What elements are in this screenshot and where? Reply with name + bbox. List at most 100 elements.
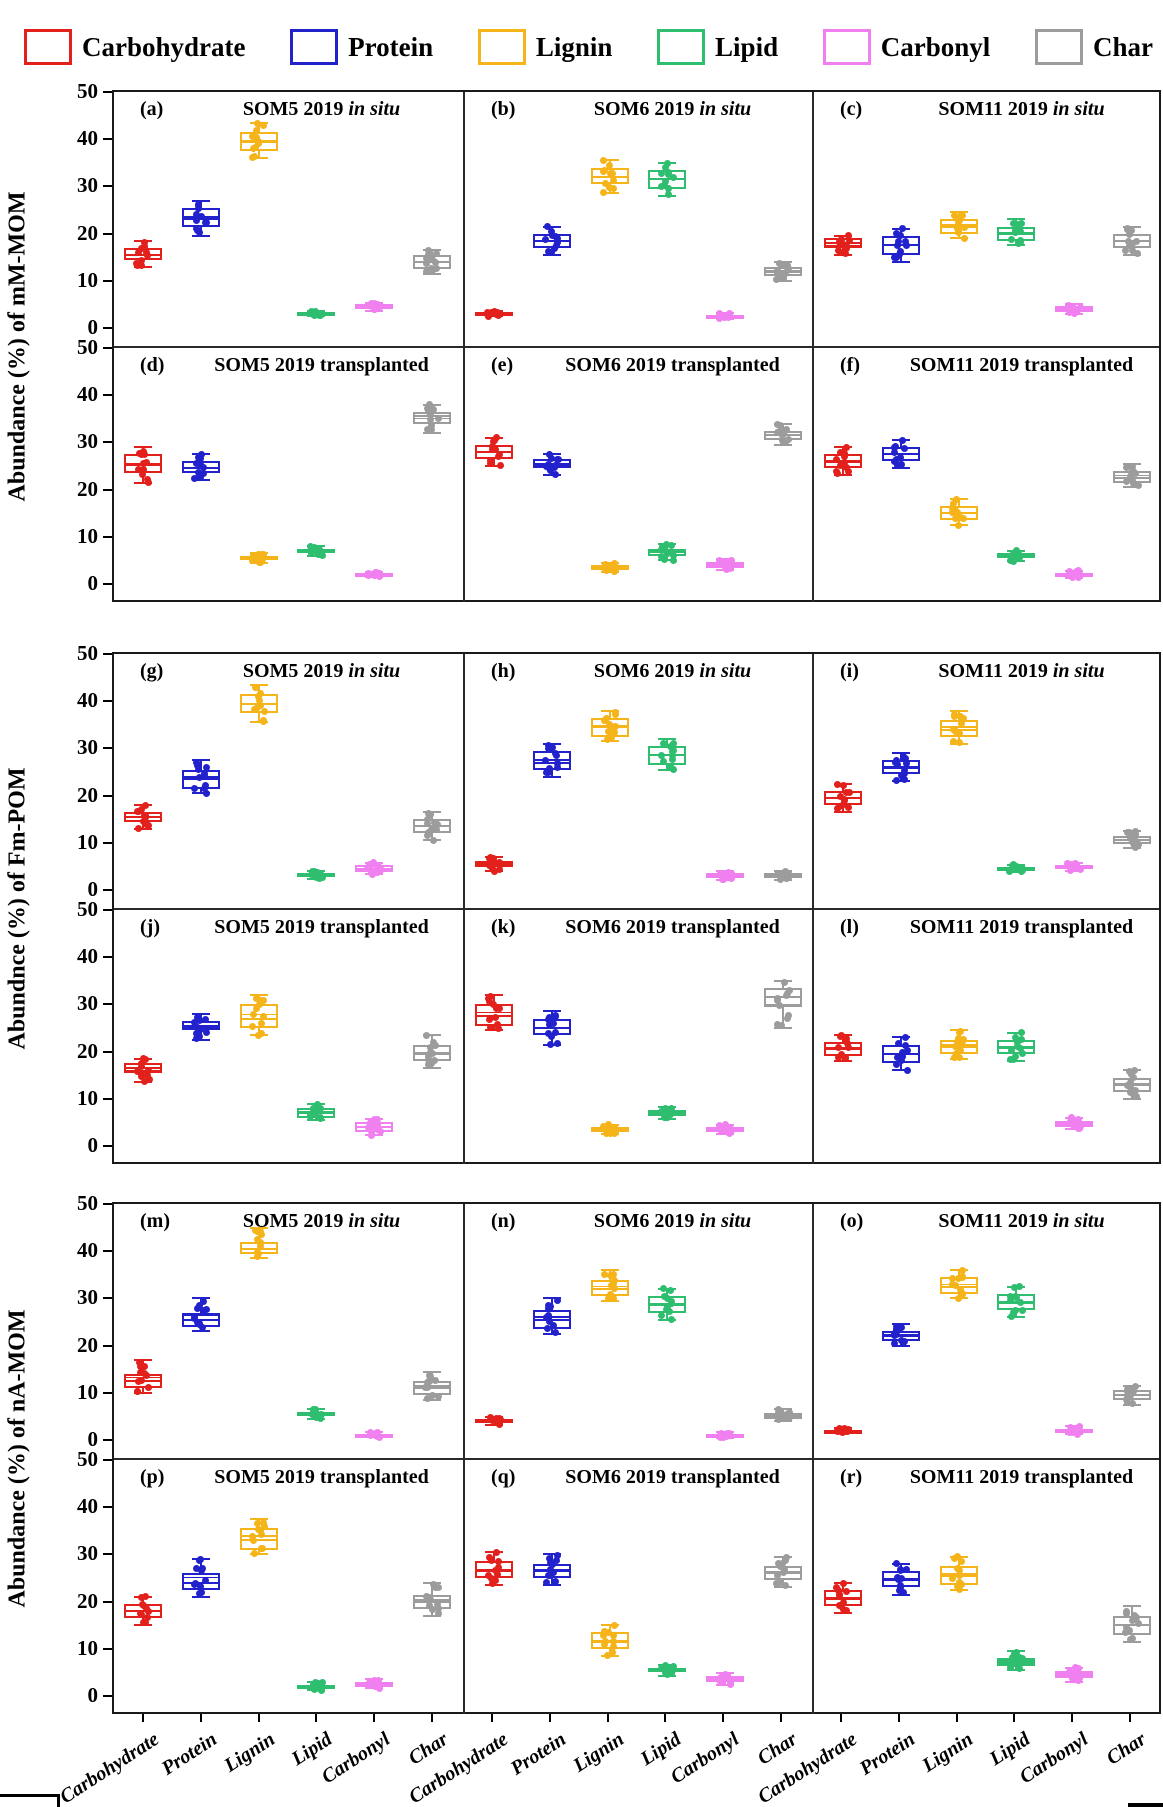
- x-tick-mark: [839, 1714, 842, 1722]
- data-point: [494, 1571, 502, 1579]
- data-point: [897, 1575, 905, 1583]
- data-point: [952, 1049, 960, 1057]
- y-tick-label: 20: [77, 782, 98, 807]
- legend-label: Carbohydrate: [82, 31, 246, 62]
- data-point: [842, 463, 850, 471]
- whisker-line: [841, 805, 844, 813]
- data-point: [727, 562, 735, 570]
- data-point: [837, 1051, 845, 1059]
- mean-line: [764, 1004, 803, 1006]
- whisker-cap: [191, 1595, 210, 1598]
- data-point: [1123, 224, 1131, 232]
- data-point: [551, 1013, 559, 1021]
- y-tick-label: 30: [77, 735, 98, 760]
- data-point: [260, 1519, 268, 1527]
- panels-grid: (g) SOM5 2019 in situ (h) SOM6 2019 in situ…: [112, 652, 1161, 1164]
- data-point: [670, 1662, 678, 1670]
- data-point: [545, 1554, 553, 1562]
- protein-swatch-icon: [290, 29, 339, 65]
- data-point: [948, 1575, 956, 1583]
- data-point: [897, 1057, 905, 1065]
- data-point: [601, 179, 609, 187]
- data-point: [135, 825, 143, 833]
- whisker-cap: [1065, 1128, 1084, 1131]
- data-point: [1019, 1050, 1027, 1058]
- data-point: [545, 1014, 553, 1022]
- data-point: [424, 816, 432, 824]
- data-point: [1015, 1283, 1023, 1291]
- whisker-cap: [833, 474, 852, 477]
- data-point: [667, 1286, 675, 1294]
- data-point: [956, 1046, 964, 1054]
- data-point: [902, 760, 910, 768]
- data-point: [194, 766, 202, 774]
- data-point: [606, 162, 614, 170]
- data-point: [1125, 1626, 1133, 1634]
- panel-label: (f): [840, 354, 860, 376]
- data-point: [669, 752, 677, 760]
- y-tick-label: 10: [77, 267, 98, 292]
- whisker-cap: [600, 1624, 619, 1627]
- data-point: [670, 556, 678, 564]
- data-point: [845, 237, 853, 245]
- data-point: [135, 1377, 143, 1385]
- whisker-line: [257, 151, 260, 159]
- panel-site: SOM11 2019: [909, 354, 1025, 376]
- x-tick-mark: [1071, 1714, 1074, 1722]
- median-line: [181, 1318, 220, 1321]
- data-point: [141, 1077, 149, 1085]
- panel-site: SOM11 2019: [938, 1210, 1053, 1232]
- data-point: [544, 1029, 552, 1037]
- data-point: [839, 240, 847, 248]
- legend: Carbohydrate Protein Lignin Lipid Carbon…: [24, 18, 1153, 76]
- data-point: [1129, 1091, 1137, 1099]
- whisker-cap: [484, 465, 503, 467]
- data-point: [1132, 238, 1140, 246]
- mean-line: [532, 759, 571, 761]
- mean-line: [181, 1314, 220, 1317]
- y-tick-label: 30: [77, 173, 98, 198]
- y-tick-label: 50: [77, 1191, 98, 1215]
- data-point: [486, 854, 494, 862]
- data-point: [780, 270, 788, 278]
- data-point: [426, 1048, 434, 1056]
- panel-site: SOM5 2019: [214, 354, 320, 376]
- data-point: [957, 712, 965, 720]
- data-point: [779, 262, 787, 270]
- median-line: [823, 1048, 862, 1051]
- data-point: [1122, 246, 1130, 254]
- data-point: [893, 1054, 901, 1062]
- y-tick-label: 20: [77, 1588, 98, 1613]
- data-point: [954, 1582, 962, 1590]
- data-point: [775, 1001, 783, 1009]
- data-point: [200, 769, 208, 777]
- x-tick-mark: [664, 1714, 667, 1722]
- data-point: [954, 1553, 962, 1561]
- data-point: [543, 223, 551, 231]
- data-point: [1065, 567, 1073, 575]
- y-tick-label: 40: [77, 1238, 98, 1263]
- data-point: [954, 1275, 962, 1283]
- whisker-line: [492, 994, 495, 1005]
- data-point: [669, 174, 677, 182]
- data-point: [661, 546, 669, 554]
- carbonyl-swatch-icon: [822, 29, 871, 65]
- data-point: [427, 264, 435, 272]
- panel-site: SOM5 2019: [242, 660, 349, 682]
- median-line: [239, 1539, 278, 1542]
- data-point: [495, 1414, 503, 1422]
- data-point: [202, 763, 210, 771]
- data-point: [371, 569, 379, 577]
- data-point: [950, 710, 958, 718]
- panel-i: (i) SOM11 2019 in situ: [812, 654, 1161, 908]
- whisker-cap: [658, 1318, 677, 1321]
- data-point: [422, 268, 430, 276]
- data-point: [773, 1020, 781, 1028]
- data-point: [606, 1125, 614, 1133]
- data-point: [664, 191, 672, 199]
- data-point: [952, 495, 960, 503]
- panel-b: (b) SOM6 2019 in situ: [463, 92, 812, 346]
- data-point: [668, 1297, 676, 1305]
- panel-treatment: transplanted: [319, 916, 429, 938]
- data-point: [545, 461, 553, 469]
